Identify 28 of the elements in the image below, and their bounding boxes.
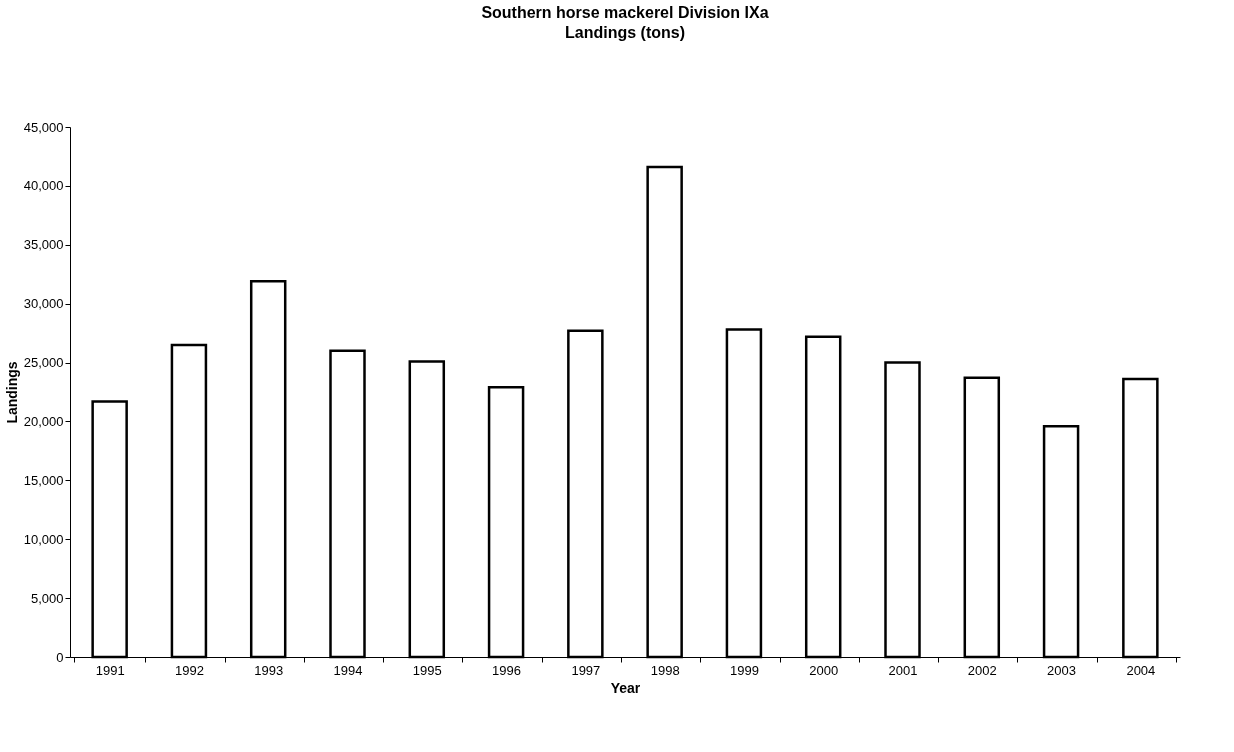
y-tick-label: 35,000: [23, 237, 64, 253]
y-tick-label: 40,000: [23, 178, 64, 194]
x-tick-label: 2000: [809, 662, 839, 678]
x-tick-label: 1993: [254, 662, 284, 678]
y-axis-title: Landings: [3, 361, 20, 424]
x-tick-label: 2001: [888, 662, 918, 678]
x-tick-label: 1991: [95, 662, 125, 678]
y-tick-label: 15,000: [23, 472, 64, 488]
y-tick-label: 20,000: [23, 413, 64, 429]
x-tick-label: 2004: [1126, 662, 1156, 678]
x-tick-label: 1996: [492, 662, 522, 678]
x-tick-label: 1999: [729, 662, 759, 678]
y-tick-label: 5,000: [30, 590, 64, 606]
chart-title: Southern horse mackerel Division IXa: [481, 4, 769, 21]
x-axis-title: Year: [610, 679, 641, 696]
y-tick-label: 30,000: [23, 296, 64, 312]
y-tick-label: 45,000: [23, 119, 64, 135]
x-tick-label: 1994: [333, 662, 363, 678]
y-tick-label: 25,000: [23, 355, 64, 371]
y-tick-label: 10,000: [23, 531, 64, 547]
x-tick-label: 1995: [412, 662, 442, 678]
x-tick-label: 1998: [650, 662, 680, 678]
x-tick-label: 1992: [174, 662, 204, 678]
x-tick-label: 2002: [967, 662, 997, 678]
x-tick-label: 1997: [571, 662, 601, 678]
y-tick-label: 0: [56, 649, 64, 665]
chart-subtitle: Landings (tons): [565, 24, 685, 41]
x-tick-label: 2003: [1047, 662, 1077, 678]
